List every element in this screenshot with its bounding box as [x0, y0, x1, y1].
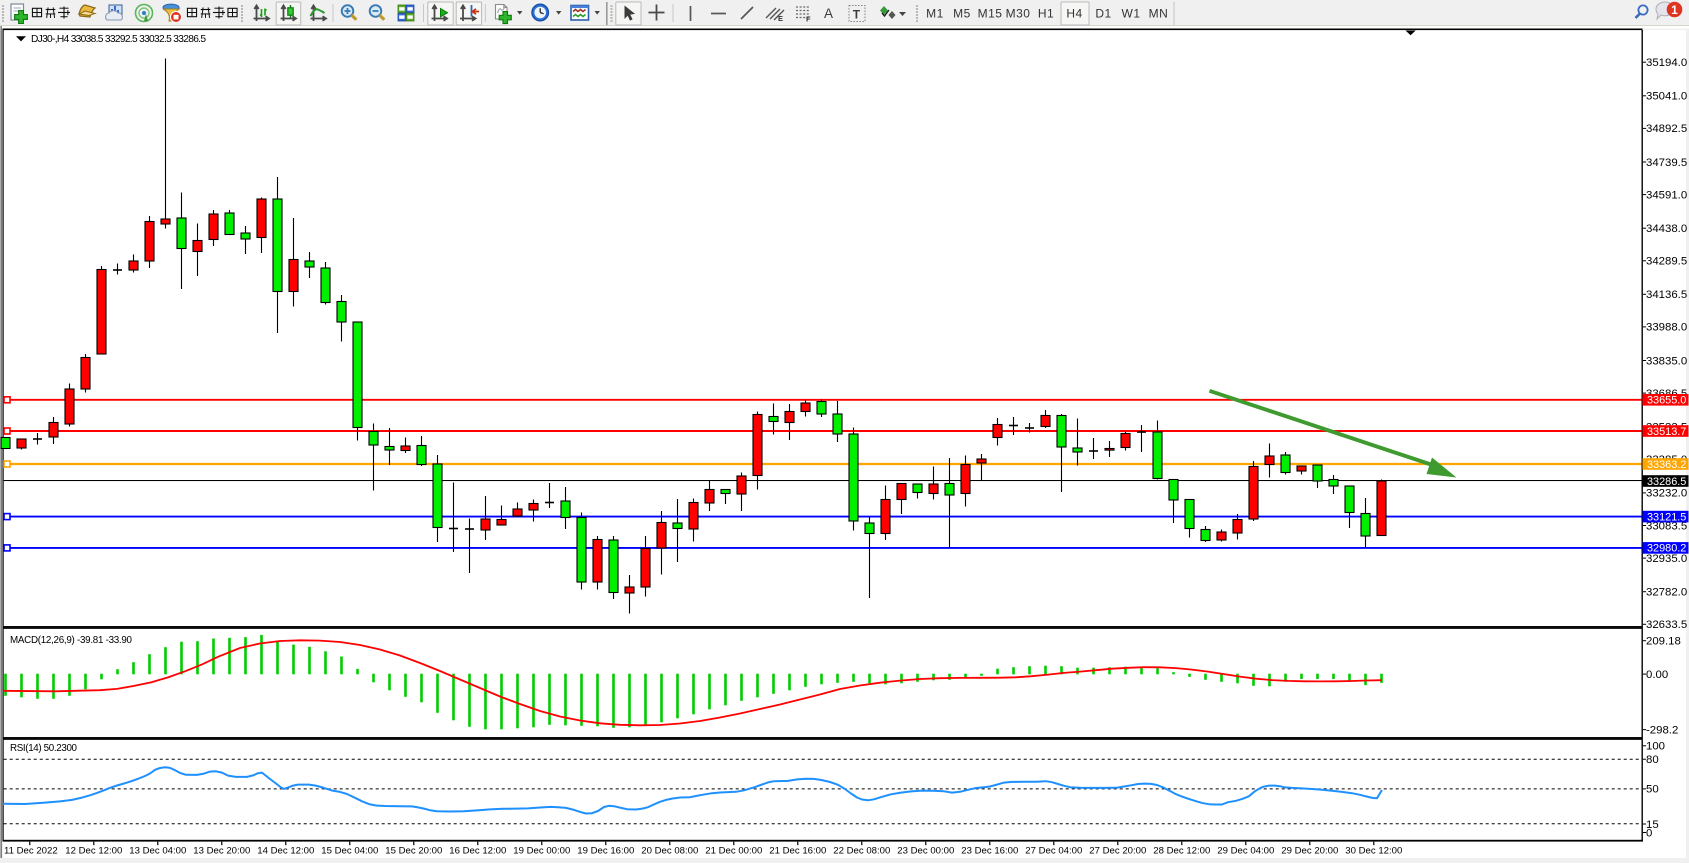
- svg-text:32633.5: 32633.5: [1646, 619, 1687, 631]
- svg-text:32935.0: 32935.0: [1646, 553, 1687, 565]
- svg-text:M15: M15: [978, 7, 1003, 21]
- svg-text:15: 15: [1646, 819, 1659, 831]
- svg-text:27 Dec 04:00: 27 Dec 04:00: [1025, 846, 1082, 857]
- svg-text:32782.0: 32782.0: [1646, 587, 1687, 599]
- svg-text:34591.0: 34591.0: [1646, 189, 1687, 201]
- svg-text:33232.0: 33232.0: [1646, 488, 1687, 500]
- svg-text:12 Dec 12:00: 12 Dec 12:00: [65, 846, 122, 857]
- svg-text:A: A: [824, 6, 833, 21]
- svg-text:27 Dec 20:00: 27 Dec 20:00: [1089, 846, 1146, 857]
- svg-text:34438.0: 34438.0: [1646, 223, 1687, 235]
- svg-text:33363.2: 33363.2: [1647, 459, 1686, 471]
- svg-text:28 Dec 12:00: 28 Dec 12:00: [1153, 846, 1210, 857]
- svg-text:13 Dec 20:00: 13 Dec 20:00: [193, 846, 250, 857]
- svg-text:33121.5: 33121.5: [1647, 511, 1686, 523]
- svg-text:-298.2: -298.2: [1646, 724, 1678, 736]
- svg-text:23 Dec 16:00: 23 Dec 16:00: [961, 846, 1018, 857]
- svg-text:33835.0: 33835.0: [1646, 355, 1687, 367]
- svg-text:21 Dec 00:00: 21 Dec 00:00: [705, 846, 762, 857]
- svg-text:33655.0: 33655.0: [1647, 395, 1686, 407]
- svg-text:35194.0: 35194.0: [1646, 57, 1687, 69]
- svg-text:W1: W1: [1122, 7, 1141, 21]
- svg-text:11 Dec 2022: 11 Dec 2022: [4, 846, 58, 857]
- svg-text:21 Dec 16:00: 21 Dec 16:00: [769, 846, 826, 857]
- svg-text:100: 100: [1646, 741, 1665, 753]
- svg-text:16 Dec 12:00: 16 Dec 12:00: [449, 846, 506, 857]
- svg-text:15 Dec 20:00: 15 Dec 20:00: [385, 846, 442, 857]
- svg-text:32980.2: 32980.2: [1647, 543, 1686, 555]
- svg-text:33988.0: 33988.0: [1646, 322, 1687, 334]
- svg-text:19 Dec 16:00: 19 Dec 16:00: [577, 846, 634, 857]
- svg-text:MN: MN: [1149, 7, 1169, 21]
- svg-text:35041.0: 35041.0: [1646, 91, 1687, 103]
- svg-text:RSI(14) 50.2300: RSI(14) 50.2300: [10, 743, 78, 754]
- svg-text:50: 50: [1646, 784, 1659, 796]
- svg-text:20 Dec 08:00: 20 Dec 08:00: [641, 846, 698, 857]
- svg-text:MACD(12,26,9) -39.81 -33.90: MACD(12,26,9) -39.81 -33.90: [10, 635, 133, 646]
- svg-text:209.18: 209.18: [1646, 636, 1681, 648]
- svg-text:DJ30-,H4 33038.5 33292.5 3303: DJ30-,H4 33038.5 33292.5 33032.5 33286.5: [31, 34, 206, 45]
- svg-text:34136.5: 34136.5: [1646, 289, 1687, 301]
- svg-text:15 Dec 04:00: 15 Dec 04:00: [321, 846, 378, 857]
- svg-text:0: 0: [1646, 827, 1652, 839]
- svg-text:13 Dec 04:00: 13 Dec 04:00: [129, 846, 186, 857]
- svg-text:33083.5: 33083.5: [1646, 520, 1687, 532]
- svg-text:19 Dec 00:00: 19 Dec 00:00: [513, 846, 570, 857]
- svg-text:34289.5: 34289.5: [1646, 256, 1687, 268]
- svg-text:F: F: [806, 15, 811, 24]
- svg-text:H4: H4: [1066, 7, 1082, 21]
- svg-text:23 Dec 00:00: 23 Dec 00:00: [897, 846, 954, 857]
- svg-text:1: 1: [1671, 3, 1678, 17]
- svg-text:33286.5: 33286.5: [1647, 476, 1686, 488]
- svg-text:29 Dec 20:00: 29 Dec 20:00: [1281, 846, 1338, 857]
- svg-text:30 Dec 12:00: 30 Dec 12:00: [1345, 846, 1402, 857]
- svg-text:T: T: [853, 7, 861, 21]
- svg-text:M5: M5: [953, 7, 971, 21]
- svg-text:22 Dec 08:00: 22 Dec 08:00: [833, 846, 890, 857]
- svg-text:33513.7: 33513.7: [1647, 426, 1686, 438]
- svg-text:34739.5: 34739.5: [1646, 157, 1687, 169]
- svg-text:80: 80: [1646, 754, 1659, 766]
- svg-text:M30: M30: [1006, 7, 1031, 21]
- svg-text:E: E: [778, 14, 783, 23]
- svg-text:H1: H1: [1038, 7, 1054, 21]
- svg-text:0.00: 0.00: [1646, 669, 1668, 681]
- svg-text:29 Dec 04:00: 29 Dec 04:00: [1217, 846, 1274, 857]
- svg-text:14 Dec 12:00: 14 Dec 12:00: [257, 846, 314, 857]
- svg-text:34892.5: 34892.5: [1646, 123, 1687, 135]
- svg-text:M1: M1: [926, 7, 944, 21]
- svg-text:D1: D1: [1095, 7, 1111, 21]
